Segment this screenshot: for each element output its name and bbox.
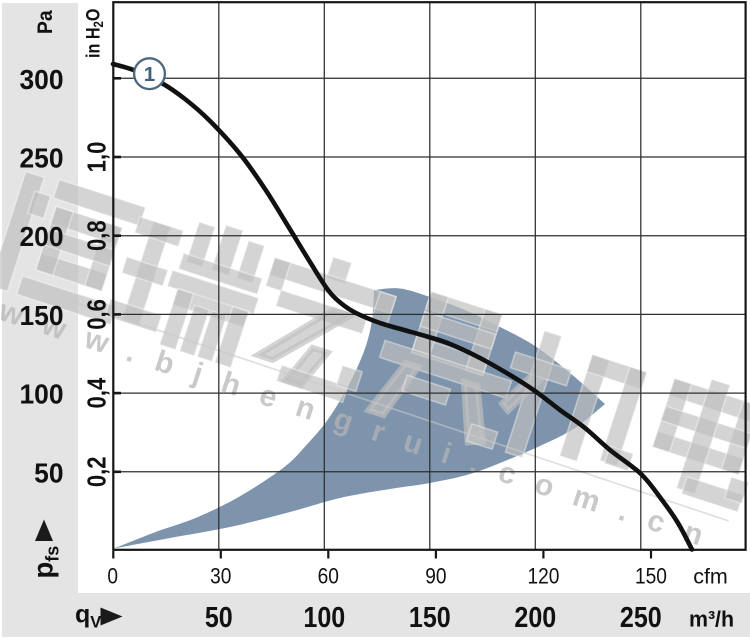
svg-text:Pa: Pa (34, 10, 57, 34)
svg-text:in H2O: in H2O (82, 9, 106, 58)
svg-text:0,4: 0,4 (83, 377, 112, 408)
svg-text:0,8: 0,8 (83, 220, 112, 251)
svg-text:0,2: 0,2 (83, 456, 112, 487)
svg-text:250: 250 (19, 143, 63, 174)
svg-text:300: 300 (19, 64, 63, 95)
svg-text:1: 1 (144, 63, 155, 86)
svg-text:90: 90 (425, 564, 446, 589)
svg-text:200: 200 (19, 222, 63, 253)
svg-text:120: 120 (527, 564, 559, 589)
svg-text:150: 150 (635, 564, 667, 589)
svg-text:50: 50 (34, 458, 63, 489)
svg-text:30: 30 (210, 564, 231, 589)
svg-text:100: 100 (19, 379, 63, 410)
svg-text:0: 0 (107, 564, 118, 589)
svg-text:cfm: cfm (693, 565, 728, 589)
svg-text:200: 200 (514, 602, 556, 634)
svg-text:150: 150 (409, 602, 451, 634)
svg-text:100: 100 (303, 602, 345, 634)
svg-text:250: 250 (620, 602, 662, 634)
svg-text:m³/h: m³/h (689, 606, 734, 632)
svg-text:50: 50 (205, 602, 233, 634)
svg-text:60: 60 (318, 564, 339, 589)
svg-text:150: 150 (19, 300, 63, 331)
svg-text:1,0: 1,0 (83, 142, 112, 173)
svg-text:0,6: 0,6 (83, 299, 112, 330)
